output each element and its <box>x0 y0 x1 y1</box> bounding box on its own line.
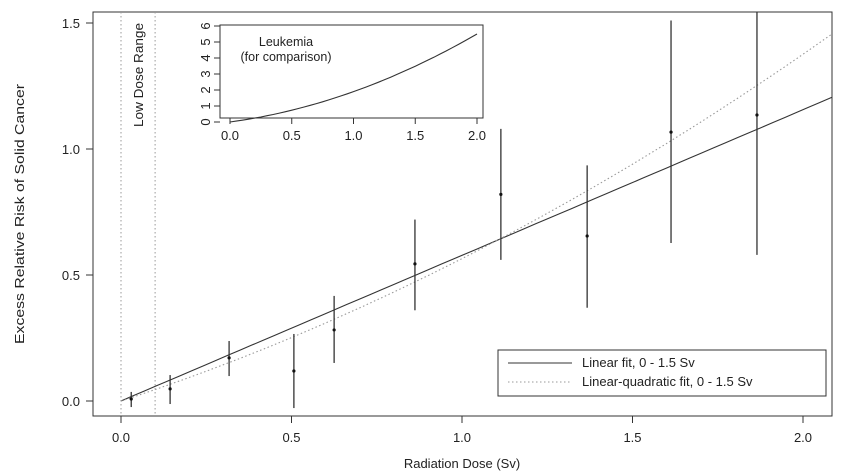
inset-title-line2: (for comparison) <box>241 50 332 64</box>
legend-linear-label: Linear fit, 0 - 1.5 Sv <box>582 355 695 370</box>
linear-quadratic-fit-line <box>120 33 833 402</box>
data-point <box>292 369 296 373</box>
x-tick-label: 1.5 <box>623 430 641 445</box>
inset-y-tick-label: 4 <box>198 54 213 61</box>
data-point <box>755 113 759 117</box>
inset-y-tick-label: 0 <box>198 118 213 125</box>
leukemia-curve <box>229 33 478 123</box>
low-dose-annotation: Low Dose Range <box>132 23 146 127</box>
inset-x-tick-label: 0.5 <box>283 128 301 143</box>
inset-x-tick-label: 2.0 <box>468 128 486 143</box>
data-point <box>332 328 336 332</box>
x-axis-label: Radiation Dose (Sv) <box>404 456 520 471</box>
x-tick-label: 1.0 <box>453 430 471 445</box>
y-axis-label: Excess Relative Risk of Solid Cancer <box>13 84 27 344</box>
y-tick-label: 0.5 <box>62 268 80 283</box>
data-point <box>585 234 589 238</box>
inset-title-line1: Leukemia <box>259 35 313 49</box>
data-point <box>168 387 172 391</box>
x-tick-label: 2.0 <box>794 430 812 445</box>
y-tick-label: 1.0 <box>62 142 80 157</box>
inset-chart: 0.0 0.5 1.0 1.5 2.0 0 1 2 3 4 5 6 Leukemia (for com… <box>198 22 486 143</box>
x-tick-label: 0.0 <box>112 430 130 445</box>
data-point <box>129 397 133 401</box>
inset-x-tick-label: 1.5 <box>406 128 424 143</box>
legend: Linear fit, 0 - 1.5 Sv Linear-quadratic … <box>497 349 827 397</box>
data-point <box>413 262 417 266</box>
data-point <box>227 356 231 360</box>
inset-y-tick-label: 5 <box>198 38 213 45</box>
x-tick-label: 0.5 <box>282 430 300 445</box>
inset-y-tick-label: 6 <box>198 22 213 29</box>
inset-y-tick-label: 1 <box>198 102 213 109</box>
data-point <box>669 130 673 134</box>
data-point <box>499 192 503 196</box>
legend-lq-label: Linear-quadratic fit, 0 - 1.5 Sv <box>582 374 753 389</box>
inset-y-tick-label: 3 <box>198 70 213 77</box>
linear-fit-line <box>120 96 833 402</box>
inset-x-tick-label: 0.0 <box>221 128 239 143</box>
inset-y-tick-label: 2 <box>198 86 213 93</box>
inset-x-tick-label: 1.0 <box>344 128 362 143</box>
y-tick-label: 0.0 <box>62 394 80 409</box>
y-tick-label: 1.5 <box>62 16 80 31</box>
